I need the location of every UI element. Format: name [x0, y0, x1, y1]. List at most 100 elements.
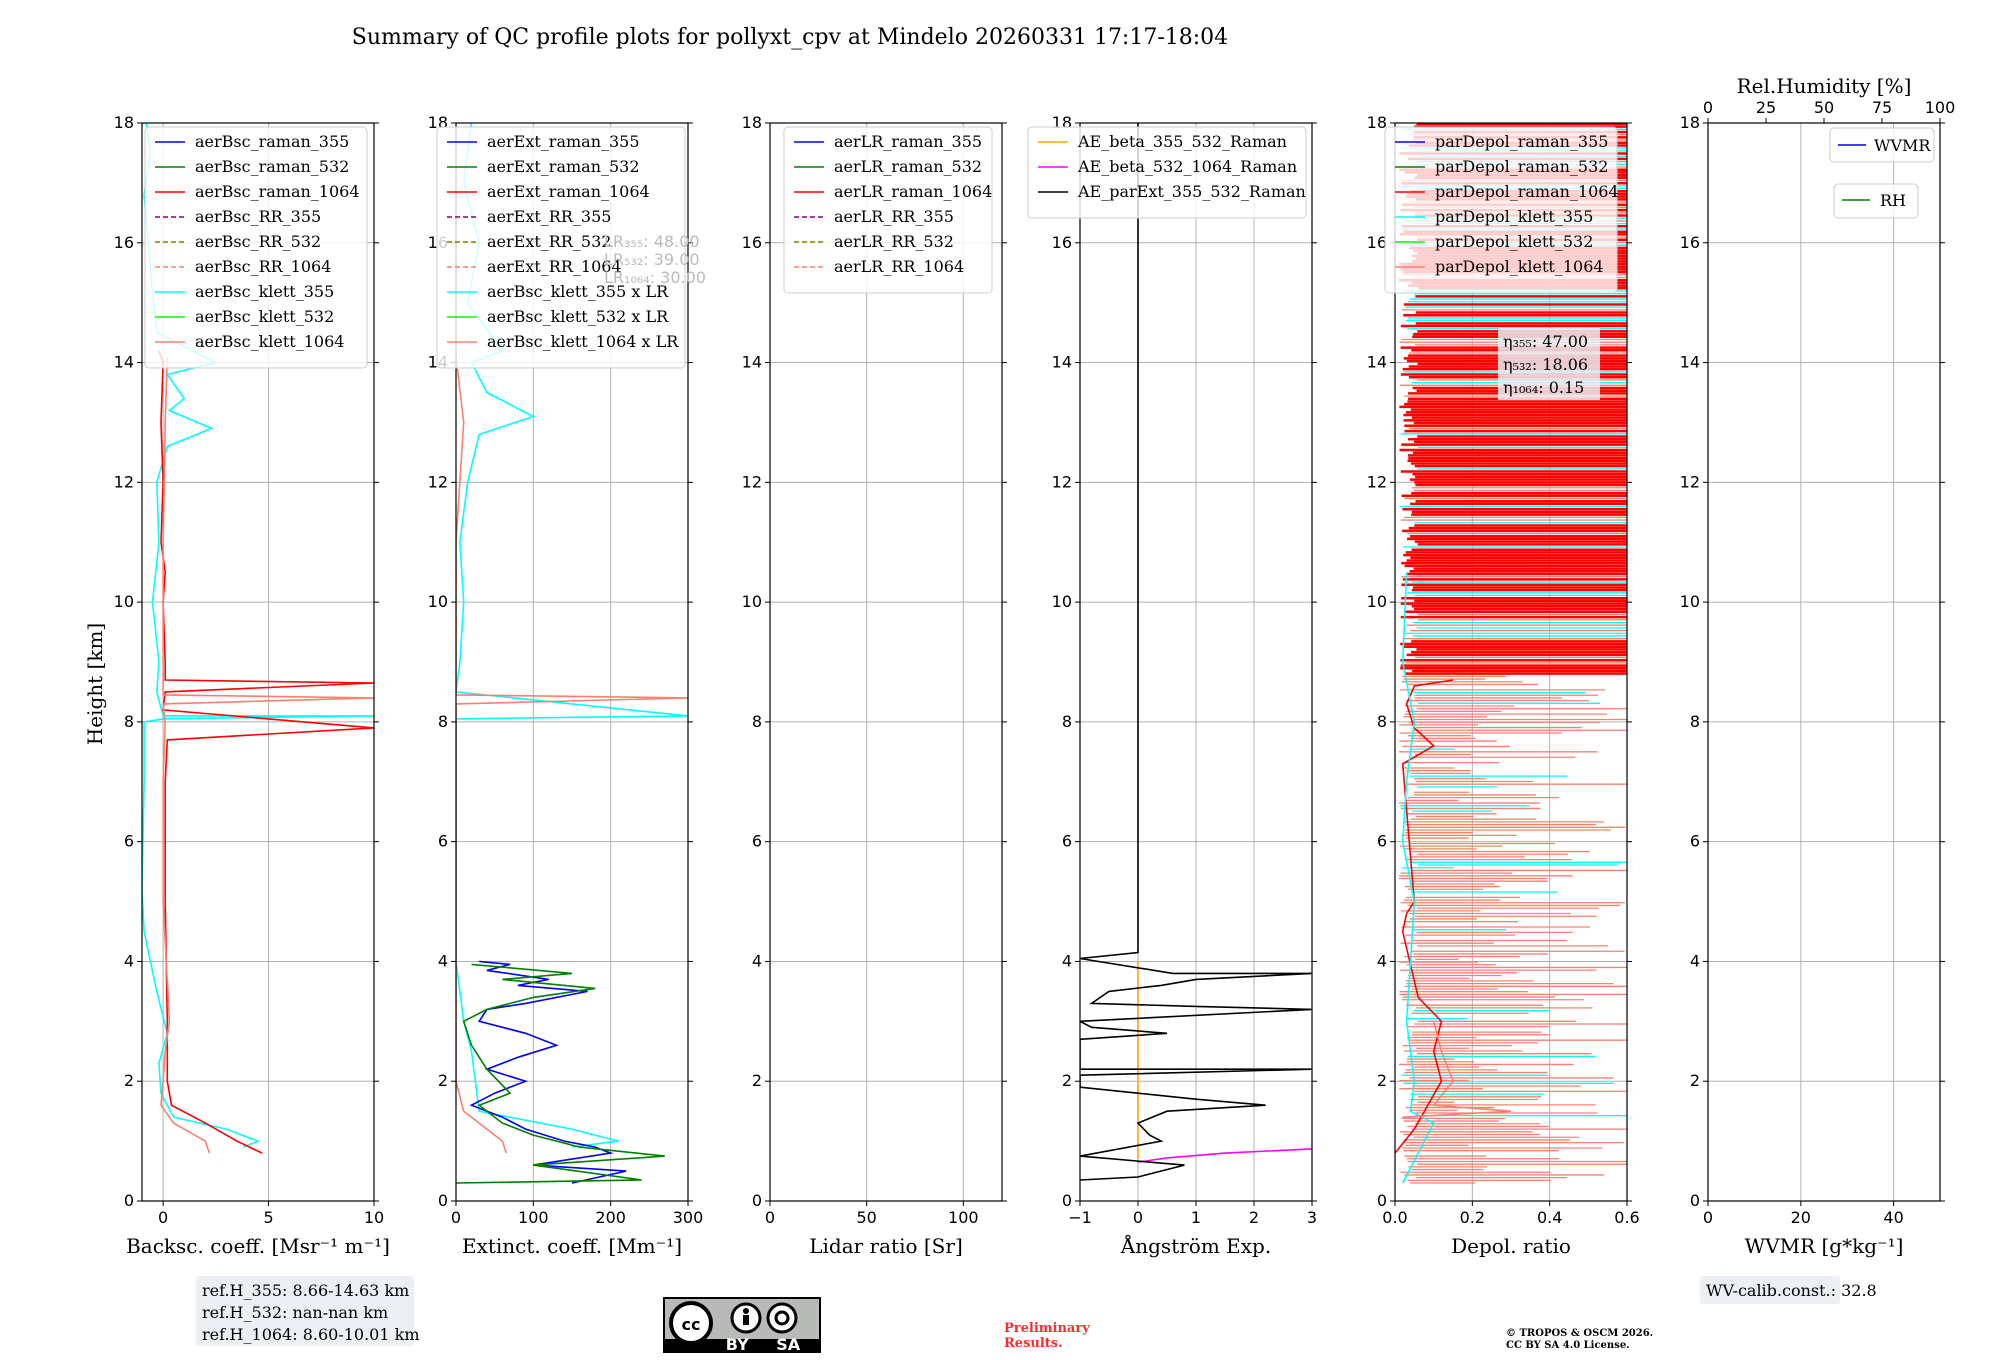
legend-label: parDepol_klett_532	[1435, 232, 1593, 251]
xtick-label: 40	[1883, 1208, 1903, 1227]
legend-label: aerLR_raman_1064	[834, 182, 992, 201]
legend-frame	[1384, 126, 1618, 294]
legend-label: AE_beta_355_532_Raman	[1077, 132, 1287, 151]
ytick-label: 10	[742, 592, 762, 611]
ytick-label: 6	[1062, 832, 1072, 851]
legend-label: aerBsc_raman_1064	[195, 182, 360, 201]
legend-bsc: aerBsc_raman_355 aerBsc_raman_532 aerBsc_r…	[144, 126, 368, 369]
ytick-label: 4	[752, 951, 762, 970]
xtick-label: 0	[451, 1208, 461, 1227]
legend-label: parDepol_raman_532	[1435, 157, 1608, 176]
legend-label: parDepol_raman_355	[1435, 132, 1608, 151]
x2label-rh: Rel.Humidity [%]	[1737, 74, 1912, 98]
legend-label: aerBsc_RR_532	[195, 232, 321, 251]
legend-frame	[1027, 126, 1307, 219]
legend-frame	[1833, 183, 1919, 219]
x2tick-label: 50	[1814, 98, 1834, 117]
xtick-label: 1	[1191, 1208, 1201, 1227]
legend-label: aerBsc_raman_355	[195, 132, 349, 151]
xtick-label: 0	[765, 1208, 775, 1227]
series-group-ae	[1080, 123, 1312, 1181]
legend-frame	[144, 126, 368, 369]
ytick-label: 8	[124, 712, 134, 731]
ytick-label: 12	[1680, 472, 1700, 491]
xtick-label: 3	[1307, 1208, 1317, 1227]
ytick-label: 4	[1377, 951, 1387, 970]
ytick-label: 10	[1367, 592, 1387, 611]
series-aerBsc_klett_1064	[160, 356, 374, 1154]
xtick-label: 100	[518, 1208, 549, 1227]
ytick-label: 0	[752, 1191, 762, 1210]
ytick-label: 8	[1062, 712, 1072, 731]
legend-label: parDepol_klett_355	[1435, 207, 1593, 226]
ytick-label: 8	[1690, 712, 1700, 731]
xlabel-wv: WVMR [g*kg⁻¹]	[1745, 1234, 1904, 1258]
lr-label: LR₁₀₆₄: 30.00	[604, 268, 706, 287]
xlabel-ae: Ångström Exp.	[1120, 1233, 1271, 1258]
legend-frame	[1829, 127, 1935, 163]
ytick-label: 0	[438, 1191, 448, 1210]
ytick-label: 10	[1052, 592, 1072, 611]
series-aerExt_raman_532	[456, 963, 665, 1184]
series-parDepol_raman_1064_low	[1395, 679, 1454, 1154]
ref-height-355: ref.H_355: 8.66-14.63 km	[202, 1281, 409, 1300]
ytick-label: 10	[428, 592, 448, 611]
series-aerBsc_klett_1064 x LR	[456, 356, 688, 1154]
xlabel-ext: Extinct. coeff. [Mm⁻¹]	[462, 1234, 682, 1258]
legend-label: aerBsc_RR_1064	[195, 257, 331, 276]
series-parDepol_klett_355_low	[1401, 572, 1435, 1184]
legend-label: aerLR_raman_355	[834, 132, 982, 151]
legend-frame	[783, 126, 993, 294]
ytick-label: 14	[1680, 353, 1700, 372]
ytick-label: 12	[1367, 472, 1387, 491]
axes-frame	[1394, 122, 1628, 1202]
cc-icon	[669, 1301, 713, 1345]
wv-calib-box: WV-calib.const.: 32.8	[1700, 1276, 1877, 1304]
legend-ae: AE_beta_355_532_Raman AE_beta_532_1064_Ra…	[1027, 126, 1307, 219]
legend-label: aerExt_RR_355	[487, 207, 611, 226]
cc-badge-label: BY SA	[726, 1335, 801, 1354]
ytick-label: 6	[438, 832, 448, 851]
series-group-depol	[1395, 572, 1512, 1184]
ytick-label: 16	[1052, 233, 1072, 252]
legend-label: aerExt_raman_532	[487, 157, 640, 176]
legend-label: aerExt_RR_1064	[487, 257, 622, 276]
xtick-label: 0.6	[1614, 1208, 1639, 1227]
series-AE_parExt_355_532_Raman	[1080, 123, 1312, 1181]
legend-label: aerBsc_klett_532	[195, 307, 334, 326]
ytick-label: 6	[1377, 832, 1387, 851]
legend-wvmr: WVMR	[1829, 127, 1935, 163]
ref-height-1064: ref.H_1064: 8.60-10.01 km	[202, 1325, 420, 1344]
eta-label: η₃₅₅: 47.00	[1503, 332, 1588, 351]
ytick-label: 6	[1690, 832, 1700, 851]
ytick-label: 14	[114, 353, 134, 372]
lr-label: LR₅₃₂: 39.00	[604, 250, 700, 269]
ytick-label: 0	[1690, 1191, 1700, 1210]
ytick-label: 0	[124, 1191, 134, 1210]
xtick-label: 0.0	[1382, 1208, 1407, 1227]
legend-label: aerBsc_RR_355	[195, 207, 321, 226]
xtick-label: 300	[673, 1208, 704, 1227]
preliminary-line-2: Results.	[1004, 1336, 1063, 1351]
legend-depol: parDepol_raman_355 parDepol_raman_532 parD…	[1384, 126, 1619, 294]
wv-calib-const: WV-calib.const.: 32.8	[1706, 1281, 1877, 1300]
legend-frame	[436, 126, 686, 369]
ytick-label: 10	[114, 592, 134, 611]
xtick-label: 0.4	[1537, 1208, 1562, 1227]
ytick-label: 2	[1690, 1071, 1700, 1090]
series-parDepol_klett_1064_low	[1402, 1021, 1512, 1118]
ytick-label: 14	[1367, 353, 1387, 372]
ytick-label: 8	[1377, 712, 1387, 731]
axes-frame	[455, 122, 689, 1202]
legend-label: aerExt_raman_1064	[487, 182, 650, 201]
ytick-label: 4	[1690, 951, 1700, 970]
ytick-label: 2	[1377, 1071, 1387, 1090]
ytick-label: 18	[1367, 113, 1387, 132]
panel-ext: 0246810121416180100200300Extinct. coeff.…	[428, 113, 706, 1258]
ytick-label: 10	[1680, 592, 1700, 611]
figure-title: Summary of QC profile plots for pollyxt_…	[352, 25, 1228, 50]
xlabel-lr: Lidar ratio [Sr]	[809, 1234, 963, 1258]
ytick-label: 6	[124, 832, 134, 851]
